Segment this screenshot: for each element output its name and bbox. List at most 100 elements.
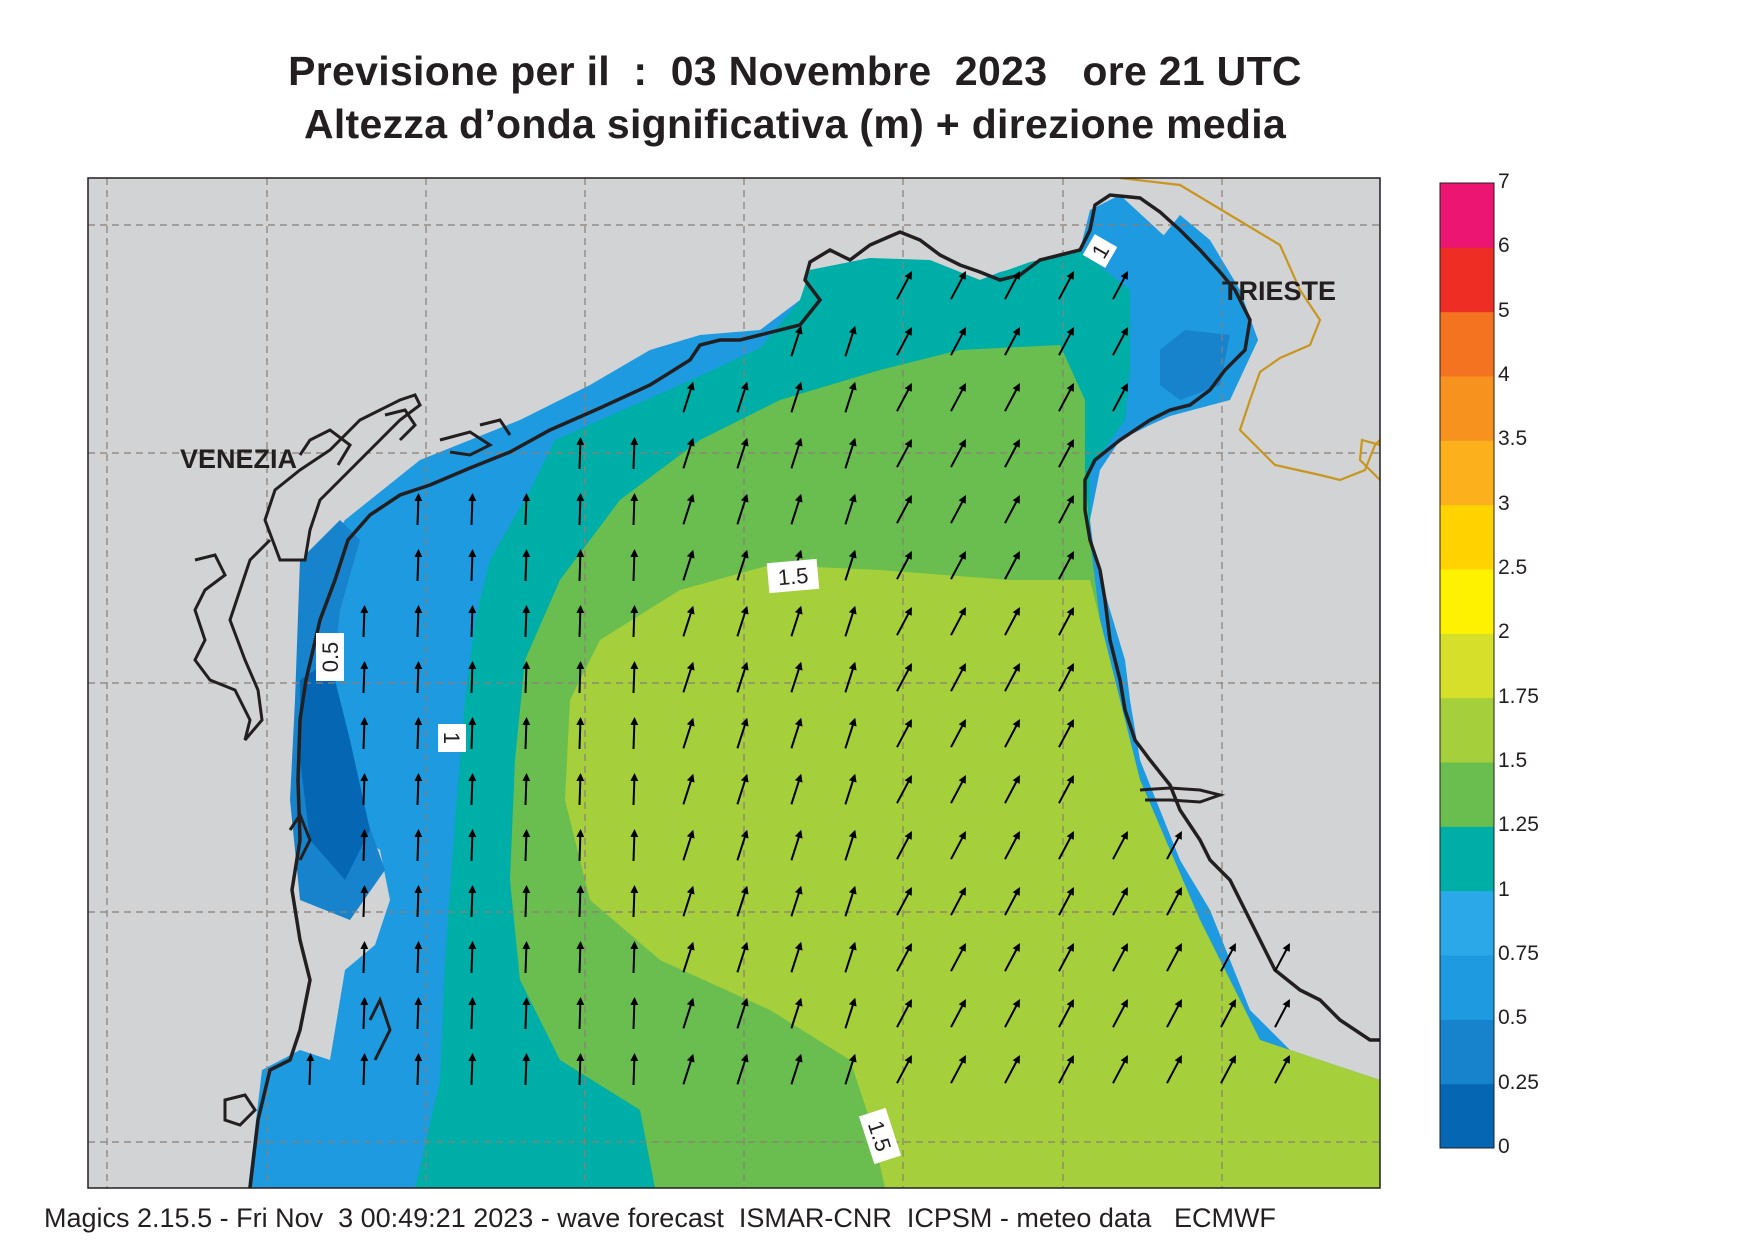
wave-direction-arrow	[790, 773, 803, 805]
wave-direction-arrow	[682, 605, 695, 637]
wave-direction-arrow	[844, 997, 857, 1029]
title-variable: Altezza d’onda significativa (m) + direz…	[303, 101, 1287, 147]
wave-direction-arrow	[630, 661, 639, 694]
wave-direction-arrow	[1112, 271, 1128, 300]
wave-direction-arrow	[736, 885, 749, 917]
wave-direction-arrow	[950, 831, 966, 860]
wave-direction-arrow	[414, 549, 423, 582]
contour-label-1-west: 1	[438, 724, 466, 752]
wave-direction-arrows	[306, 271, 1290, 1086]
wave-direction-arrow	[360, 1053, 369, 1086]
wave-direction-arrow	[790, 437, 803, 469]
wave-direction-arrow	[1220, 999, 1236, 1028]
wave-direction-arrow	[1004, 831, 1020, 860]
colorbar-swatch	[1440, 890, 1494, 956]
colorbar-tick-label: 6	[1498, 234, 1510, 258]
contour-label-0.5: 0.5	[316, 633, 344, 681]
colorbar-swatch	[1440, 826, 1494, 892]
wave-direction-arrow	[736, 941, 749, 973]
wave-direction-arrow	[1004, 1055, 1020, 1084]
wave-direction-arrow	[950, 943, 966, 972]
wave-direction-arrow	[1274, 999, 1290, 1028]
wave-direction-arrow	[790, 997, 803, 1029]
wave-direction-arrow	[844, 661, 857, 693]
wave-direction-arrow	[1004, 999, 1020, 1028]
wave-direction-arrow	[576, 605, 585, 638]
wave-direction-arrow	[682, 493, 695, 525]
colorbar-swatch	[1440, 697, 1494, 763]
wave-direction-arrow	[630, 997, 639, 1030]
wave-direction-arrow	[896, 719, 912, 748]
wave-direction-arrow	[1058, 999, 1074, 1028]
wave-direction-arrow	[682, 773, 695, 805]
wave-direction-arrow	[1058, 607, 1074, 636]
wave-direction-arrow	[576, 885, 585, 918]
wave-direction-arrow	[844, 325, 857, 357]
colorbar-tick-label: 1.75	[1498, 684, 1539, 708]
wave-direction-arrow	[790, 941, 803, 973]
wave-direction-arrow	[1166, 999, 1182, 1028]
wave-direction-arrow	[896, 831, 912, 860]
wave-direction-arrow	[896, 607, 912, 636]
wave-direction-arrow	[468, 661, 477, 694]
wave-direction-arrow	[896, 775, 912, 804]
wave-direction-arrow	[790, 493, 803, 525]
wave-direction-arrow	[1166, 831, 1182, 860]
wave-direction-arrow	[736, 1053, 749, 1085]
wave-direction-arrow	[950, 1055, 966, 1084]
wave-direction-arrow	[1166, 943, 1182, 972]
wave-direction-arrow	[468, 1053, 477, 1086]
colorbar-swatch	[1440, 955, 1494, 1020]
wave-direction-arrow	[1112, 831, 1128, 860]
wave-direction-arrow	[896, 271, 912, 300]
wave-direction-arrow	[1274, 1055, 1290, 1084]
wave-direction-arrow	[736, 493, 749, 525]
wave-direction-arrow	[522, 829, 531, 862]
wave-direction-arrow	[1004, 271, 1020, 300]
wave-direction-arrow	[896, 495, 912, 524]
wave-direction-arrow	[576, 661, 585, 694]
wave-direction-arrow	[360, 661, 369, 694]
wave-direction-arrow	[522, 941, 531, 974]
colorbar-tick-label: 4	[1498, 363, 1510, 386]
wave-direction-arrow	[1004, 887, 1020, 916]
wave-direction-arrow	[1058, 1055, 1074, 1084]
wave-direction-arrow	[1112, 887, 1128, 916]
wave-direction-arrow	[360, 829, 369, 862]
wave-direction-arrow	[576, 717, 585, 750]
wave-direction-arrow	[576, 941, 585, 974]
wave-direction-arrow	[468, 717, 477, 750]
wave-direction-arrow	[844, 1053, 857, 1085]
colorbar-swatch	[1440, 569, 1494, 634]
wave-direction-arrow	[1004, 495, 1020, 524]
wave-direction-arrow	[844, 829, 857, 861]
wave-direction-arrow	[950, 383, 966, 412]
wave-direction-arrow	[896, 439, 912, 468]
wave-direction-arrow	[630, 1053, 639, 1086]
colorbar-tick-label: 5	[1498, 298, 1510, 322]
wave-direction-arrow	[790, 381, 803, 413]
colorbar-tick-label: 0.75	[1498, 942, 1539, 965]
wave-direction-arrow	[682, 829, 695, 861]
footer-credits: Magics 2.15.5 - Fri Nov 3 00:49:21 2023 …	[44, 1203, 1276, 1233]
wave-direction-arrow	[790, 1053, 803, 1085]
wave-direction-arrow	[1058, 551, 1074, 580]
wave-direction-arrow	[630, 437, 639, 470]
wave-direction-arrow	[522, 605, 531, 638]
wave-direction-arrow	[896, 551, 912, 580]
colorbar-swatch	[1440, 1019, 1494, 1085]
wave-direction-arrow	[576, 549, 585, 582]
sea-band-0.25-0.5	[300, 660, 370, 880]
colorbar-tick-label: 1.5	[1498, 749, 1528, 772]
wave-direction-arrow	[1220, 943, 1236, 972]
wave-direction-arrow	[1112, 999, 1128, 1028]
wave-direction-arrow	[414, 885, 423, 918]
wave-direction-arrow	[522, 661, 531, 694]
wave-direction-arrow	[844, 941, 857, 973]
wave-direction-arrow	[790, 605, 803, 637]
contour-label-1.5-mid: 1.5	[766, 558, 820, 594]
wave-direction-arrow	[736, 437, 749, 469]
wave-direction-arrow	[950, 439, 966, 468]
wave-direction-arrow	[736, 661, 749, 693]
colorbar-tick-label: 3	[1498, 491, 1510, 515]
